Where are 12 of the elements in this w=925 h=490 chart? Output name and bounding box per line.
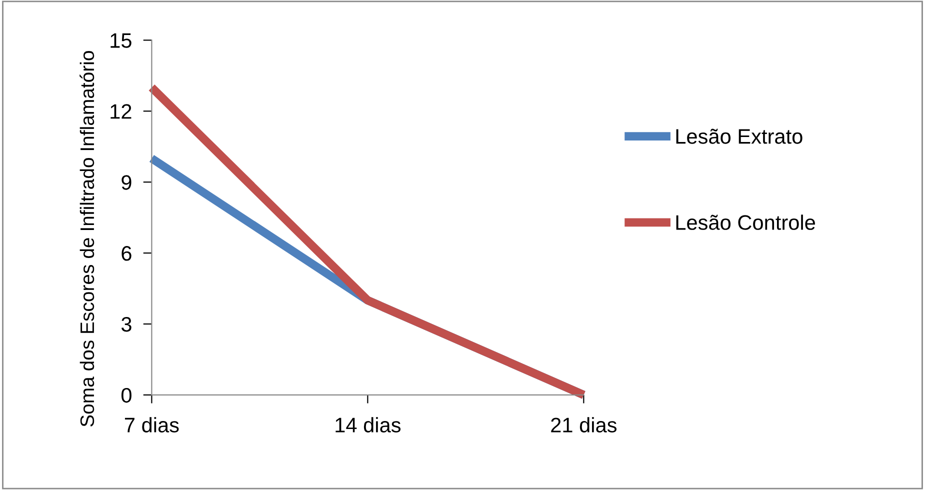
y-tick-label: 3: [121, 316, 132, 332]
x-tick-label: 14 dias: [336, 417, 401, 432]
y-tick-label: 0: [121, 388, 132, 403]
x-tick-label: 7 dias: [124, 417, 179, 432]
y-axis-title: Soma dos Escores de Infiltrado Inflamatório: [80, 51, 94, 427]
y-tick-label: 6: [122, 246, 132, 261]
legend-label: Lesão Controle: [676, 214, 815, 230]
y-tick-label: 9: [122, 175, 132, 190]
y-tick-label: 12: [110, 104, 132, 119]
y-tick-label: 15: [110, 33, 132, 48]
x-tick-label: 21 dias: [551, 417, 617, 432]
legend-label: Lesão Extrato: [676, 128, 802, 144]
